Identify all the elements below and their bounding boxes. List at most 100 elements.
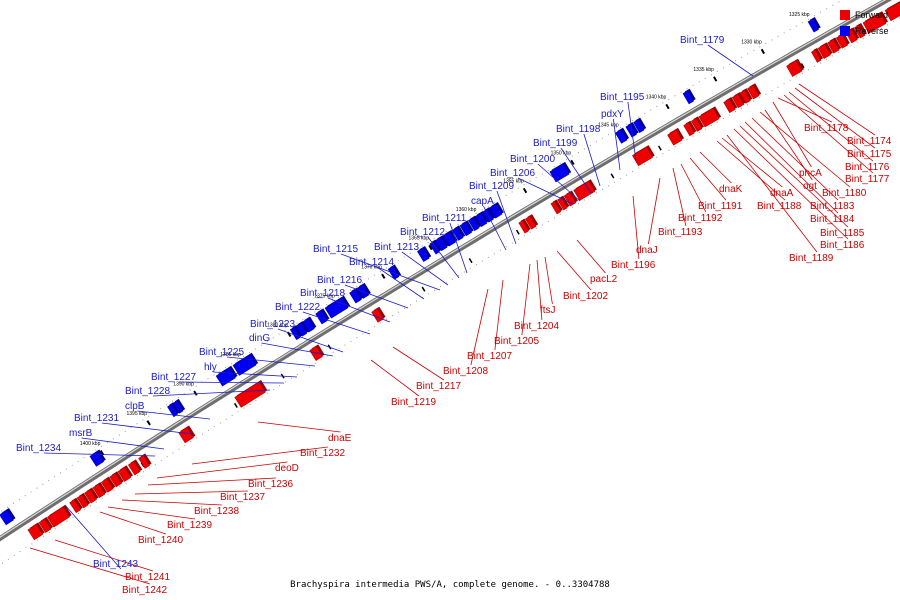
- gene-reverse: [215, 365, 238, 387]
- tick-label: 1355 kbp: [503, 179, 524, 185]
- gene-label-forward: Bint_1217: [416, 381, 461, 392]
- gene-forward-body: [884, 2, 900, 22]
- tick-label: 1380 kbp: [267, 323, 288, 329]
- tick-mark: [428, 244, 433, 251]
- gene-reverse-body: [625, 123, 637, 138]
- gene-reverse-body: [429, 241, 440, 255]
- gene-forward-body: [862, 12, 887, 34]
- gene-reverse: [89, 449, 106, 467]
- gene-label-reverse: msrB: [69, 428, 93, 439]
- gene-reverse: [468, 215, 482, 232]
- tick-label: 1400 kbp: [80, 441, 101, 447]
- gene-label-forward-leader: [156, 461, 288, 479]
- gene-reverse: [459, 220, 474, 237]
- gene-forward-body: [683, 122, 695, 137]
- gene-forward: [884, 1, 900, 22]
- gene-label-forward: dnaJ: [636, 245, 658, 256]
- gene-label-forward: Bint_1202: [563, 291, 608, 302]
- backbone-highlight: [0, 0, 887, 538]
- gene-label-reverse-leader: [517, 177, 574, 205]
- gene-forward-body: [371, 308, 384, 323]
- gene-label-forward-leader: [699, 151, 732, 184]
- tick-label: 1345 kbp: [598, 122, 619, 128]
- tick-mark: [522, 187, 528, 194]
- gene-label-reverse-leader: [627, 101, 637, 162]
- gene-forward: [27, 522, 45, 541]
- gene-label-forward: deoD: [275, 463, 299, 474]
- gene-label-forward: Bint_1175: [847, 149, 892, 160]
- gene-label-reverse-leader: [81, 437, 165, 450]
- gene-label-forward-leader: [772, 101, 812, 168]
- gene-forward: [667, 127, 685, 146]
- gene-forward: [817, 42, 833, 59]
- gene-forward-body: [667, 129, 683, 146]
- tick-label: 1330 kbp: [741, 40, 762, 46]
- legend-reverse-swatch: [840, 26, 850, 36]
- gene-label-forward-leader: [134, 490, 248, 495]
- gene-reverse: [416, 245, 432, 262]
- gene-forward-body: [524, 215, 537, 230]
- gene-label-forward: Bint_1184: [810, 214, 855, 225]
- gene-label-reverse: Bint_1198: [556, 124, 601, 135]
- gene-forward: [632, 145, 655, 167]
- gene-label-forward-leader: [191, 446, 328, 465]
- gene-label-reverse-leader: [43, 452, 156, 457]
- gene-label-forward-leader: [392, 346, 445, 381]
- gene-reverse-body: [474, 212, 488, 228]
- gene-label-reverse: hly: [204, 362, 217, 373]
- gene-forward: [38, 516, 54, 533]
- tick-mark: [713, 76, 718, 82]
- gene-forward: [138, 453, 152, 469]
- gene-reverse: [807, 16, 821, 33]
- gene-label-reverse: Bint_1179: [680, 35, 725, 46]
- gene-label-reverse: Bint_1243: [93, 559, 138, 570]
- gene-forward: [84, 487, 99, 504]
- minor-tick: [468, 258, 473, 264]
- gene-reverse-body: [416, 247, 430, 262]
- gene-forward: [234, 380, 268, 408]
- gene-reverse: [167, 402, 180, 418]
- gene-forward-body: [827, 39, 840, 54]
- gene-forward: [518, 218, 531, 234]
- gene-label-forward: Bint_1178: [804, 123, 849, 134]
- gene-label-reverse: pdxY: [601, 109, 624, 120]
- gene-label-forward-leader: [716, 140, 786, 201]
- gene-reverse: [315, 308, 330, 325]
- gene-forward-body: [810, 49, 822, 63]
- gene-forward-body: [109, 472, 123, 488]
- minor-tick: [657, 145, 662, 151]
- tick-label: 1335 kbp: [693, 67, 714, 73]
- gene-label-forward: Bint_1189: [789, 253, 834, 264]
- gene-reverse-body: [434, 236, 448, 252]
- gene-reverse: [633, 117, 647, 134]
- gene-reverse-body: [315, 310, 328, 325]
- gene-reverse: [172, 398, 186, 414]
- gene-label-forward: Bint_1186: [820, 240, 865, 251]
- legend-forward-swatch: [840, 10, 850, 20]
- gene-label-reverse-leader: [261, 342, 334, 357]
- gene-label-reverse-leader: [483, 205, 507, 251]
- gene-reverse-body: [289, 326, 301, 341]
- gene-reverse: [451, 225, 466, 241]
- gene-label-forward-leader: [680, 163, 707, 213]
- tick-label: 1360 kbp: [456, 207, 477, 213]
- gene-label-forward: Bint_1204: [514, 321, 559, 332]
- gene-label-reverse: clpB: [125, 401, 145, 412]
- gene-reverse: [232, 352, 259, 376]
- gene-reverse-body: [614, 129, 628, 144]
- gene-label-forward-leader: [257, 421, 341, 433]
- gene-forward-body: [27, 524, 44, 541]
- gene-forward-body: [698, 108, 720, 128]
- gene-label-forward: Bint_1237: [220, 492, 265, 503]
- gene-forward-body: [138, 455, 150, 469]
- gene-layer: [0, 1, 900, 541]
- tick-label: 1375 kbp: [314, 293, 335, 299]
- gene-label-forward-leader: [470, 288, 489, 366]
- gene-forward-body: [786, 60, 803, 77]
- gene-label-forward-leader: [99, 511, 167, 535]
- gene-forward: [76, 492, 91, 509]
- gene-label-reverse-leader: [137, 410, 211, 420]
- gene-forward-body: [731, 93, 745, 109]
- gene-label-reverse: Bint_1231: [74, 413, 119, 424]
